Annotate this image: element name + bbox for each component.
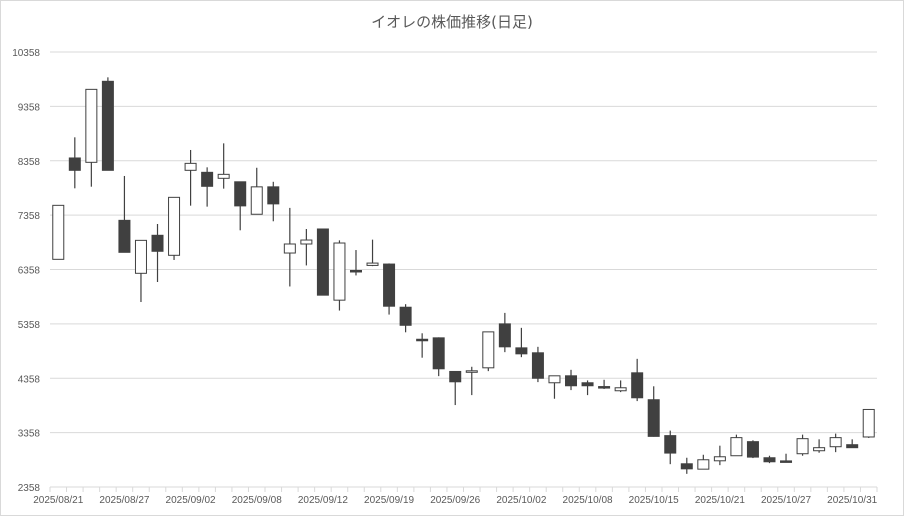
candle-body — [813, 447, 826, 452]
candle-body — [780, 460, 793, 463]
candle-body — [581, 382, 594, 387]
x-tick-label: 2025/08/21 — [33, 495, 83, 506]
x-tick-label: 2025/09/02 — [166, 495, 216, 506]
x-tick-label: 2025/08/27 — [99, 495, 149, 506]
candle-body — [565, 375, 578, 387]
candle-body — [796, 438, 809, 455]
candle-body — [184, 162, 197, 171]
candle-body — [234, 181, 247, 207]
x-tick-label: 2025/09/12 — [298, 495, 348, 506]
y-tick-label: 6358 — [18, 266, 41, 277]
x-tick-label: 2025/10/02 — [496, 495, 546, 506]
x-tick-label: 2025/10/21 — [695, 495, 745, 506]
candle-body — [151, 234, 164, 252]
y-tick-label: 2358 — [18, 483, 41, 494]
candle-body — [134, 239, 147, 274]
candle-body — [85, 88, 98, 163]
candle-body — [515, 347, 528, 355]
y-tick-label: 7358 — [18, 211, 41, 222]
x-tick-label: 2025/09/08 — [232, 495, 282, 506]
candle-body — [730, 437, 743, 457]
candle-body — [432, 337, 445, 370]
candle-body — [68, 157, 81, 171]
candle-body — [316, 228, 329, 296]
candle-body — [101, 80, 114, 171]
candle-body — [697, 459, 710, 470]
x-tick-label: 2025/10/31 — [827, 495, 877, 506]
candle-body — [217, 173, 230, 179]
y-tick-label: 10358 — [12, 48, 40, 59]
candle-body — [267, 186, 280, 205]
x-tick-label: 2025/10/08 — [563, 495, 613, 506]
y-tick-label: 8358 — [18, 157, 41, 168]
x-tick-label: 2025/09/19 — [364, 495, 414, 506]
candle-body — [746, 441, 759, 458]
candle-body — [482, 331, 495, 369]
y-tick-label: 4358 — [18, 374, 41, 385]
y-tick-label: 9358 — [18, 102, 41, 113]
candle-body — [647, 399, 660, 437]
candle-body — [531, 352, 544, 379]
candle-body — [399, 306, 412, 326]
candle-body — [763, 457, 776, 463]
chart-title: イオレの株価推移(日足) — [371, 13, 533, 31]
candle-body — [680, 463, 693, 470]
candle-body — [862, 408, 875, 438]
y-tick-label: 3358 — [18, 429, 41, 440]
candle-body — [300, 239, 313, 245]
candle-body — [333, 242, 346, 301]
candle-body — [548, 375, 561, 384]
candle-body — [201, 171, 214, 187]
y-tick-label: 5358 — [18, 320, 41, 331]
candle-body — [449, 370, 462, 383]
candle-body — [118, 219, 131, 253]
candle-body — [713, 456, 726, 462]
candle-body — [498, 323, 511, 348]
candle-body — [614, 387, 627, 392]
candle-body — [631, 372, 644, 399]
candle-body — [168, 196, 181, 256]
candle-body — [349, 269, 362, 273]
candle-body — [250, 186, 263, 215]
candle-body — [383, 263, 396, 307]
candle-body — [416, 338, 429, 342]
candle-body — [283, 243, 296, 254]
x-tick-label: 2025/09/26 — [430, 495, 480, 506]
candle-body — [465, 370, 478, 373]
candle-body — [664, 435, 677, 454]
candle-body — [52, 204, 65, 260]
candle-body — [598, 386, 611, 389]
candle-body — [829, 437, 842, 448]
x-tick-label: 2025/10/15 — [629, 495, 679, 506]
x-tick-label: 2025/10/27 — [761, 495, 811, 506]
candle-body — [366, 262, 379, 266]
candle-body — [846, 444, 859, 449]
